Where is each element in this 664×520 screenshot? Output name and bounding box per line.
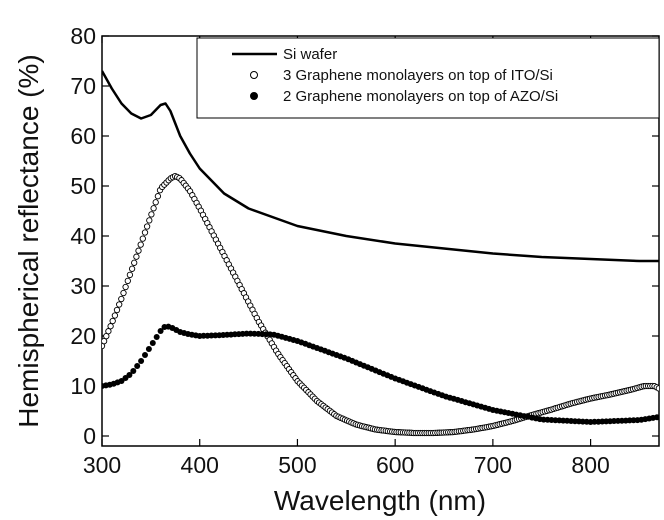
data-point	[105, 328, 112, 335]
legend-label: 3 Graphene monolayers on top of ITO/Si	[283, 67, 553, 84]
data-point	[111, 312, 119, 319]
data-point	[118, 295, 125, 303]
axis-ticks: 300 400 500 600 700 800 0 10 20 30 40 50 60 70 80	[70, 23, 659, 478]
x-tick-label: 800	[571, 452, 609, 478]
legend-label: Si wafer	[283, 46, 337, 63]
data-point	[133, 253, 140, 260]
x-tick-label: 400	[181, 452, 219, 478]
data-point	[124, 277, 131, 285]
data-point	[131, 259, 138, 266]
y-tick-label: 70	[70, 73, 96, 99]
y-tick-label: 60	[70, 123, 96, 149]
plot-frame	[101, 35, 660, 447]
series-2	[102, 172, 659, 437]
data-point	[153, 334, 160, 340]
legend-box	[196, 37, 660, 119]
data-point	[126, 372, 133, 378]
data-point	[655, 385, 659, 392]
data-point	[149, 340, 156, 346]
series-layer	[102, 70, 659, 437]
x-tick-label: 700	[474, 452, 512, 478]
y-tick-label: 0	[83, 423, 96, 449]
data-point	[157, 328, 164, 334]
series-line	[102, 70, 659, 263]
y-tick-label: 80	[70, 23, 96, 49]
data-point	[116, 301, 123, 308]
data-point	[126, 271, 134, 279]
data-point	[150, 205, 157, 212]
legend-swatch-marker	[250, 92, 258, 100]
data-point	[143, 223, 151, 230]
legend-label: 2 Graphene monolayers on top of AZO/Si	[283, 88, 558, 105]
data-point	[654, 414, 659, 421]
data-point	[109, 317, 116, 325]
x-tick-label: 600	[376, 452, 414, 478]
data-point	[148, 211, 155, 218]
data-point	[152, 199, 159, 206]
data-point	[135, 247, 142, 254]
data-point	[122, 283, 129, 291]
legend: Si wafer 3 Graphene monolayers on top of …	[196, 37, 660, 119]
data-point	[130, 368, 137, 374]
series-1	[102, 70, 659, 263]
data-point	[102, 337, 108, 345]
data-point	[139, 235, 146, 242]
y-tick-label: 30	[70, 273, 96, 299]
data-point	[120, 289, 127, 297]
data-point	[134, 363, 141, 369]
data-point	[146, 217, 153, 224]
y-axis-title: Hemispherical reflectance (%)	[13, 54, 44, 427]
legend-swatch-marker	[250, 71, 258, 79]
y-tick-label: 50	[70, 173, 96, 199]
y-tick-label: 10	[70, 373, 96, 399]
x-tick-label: 500	[278, 452, 316, 478]
data-point	[141, 229, 149, 236]
series-3	[102, 323, 659, 425]
data-point	[113, 306, 121, 314]
data-point	[137, 241, 144, 248]
y-tick-label: 40	[70, 223, 96, 249]
data-point	[145, 346, 152, 352]
data-point	[142, 352, 148, 358]
y-tick-label: 20	[70, 323, 96, 349]
data-point	[128, 265, 136, 272]
x-tick-label: 300	[83, 452, 121, 478]
data-point	[107, 323, 114, 330]
data-point	[138, 358, 145, 364]
data-point	[154, 193, 162, 200]
x-axis-title: Wavelength (nm)	[274, 485, 486, 516]
